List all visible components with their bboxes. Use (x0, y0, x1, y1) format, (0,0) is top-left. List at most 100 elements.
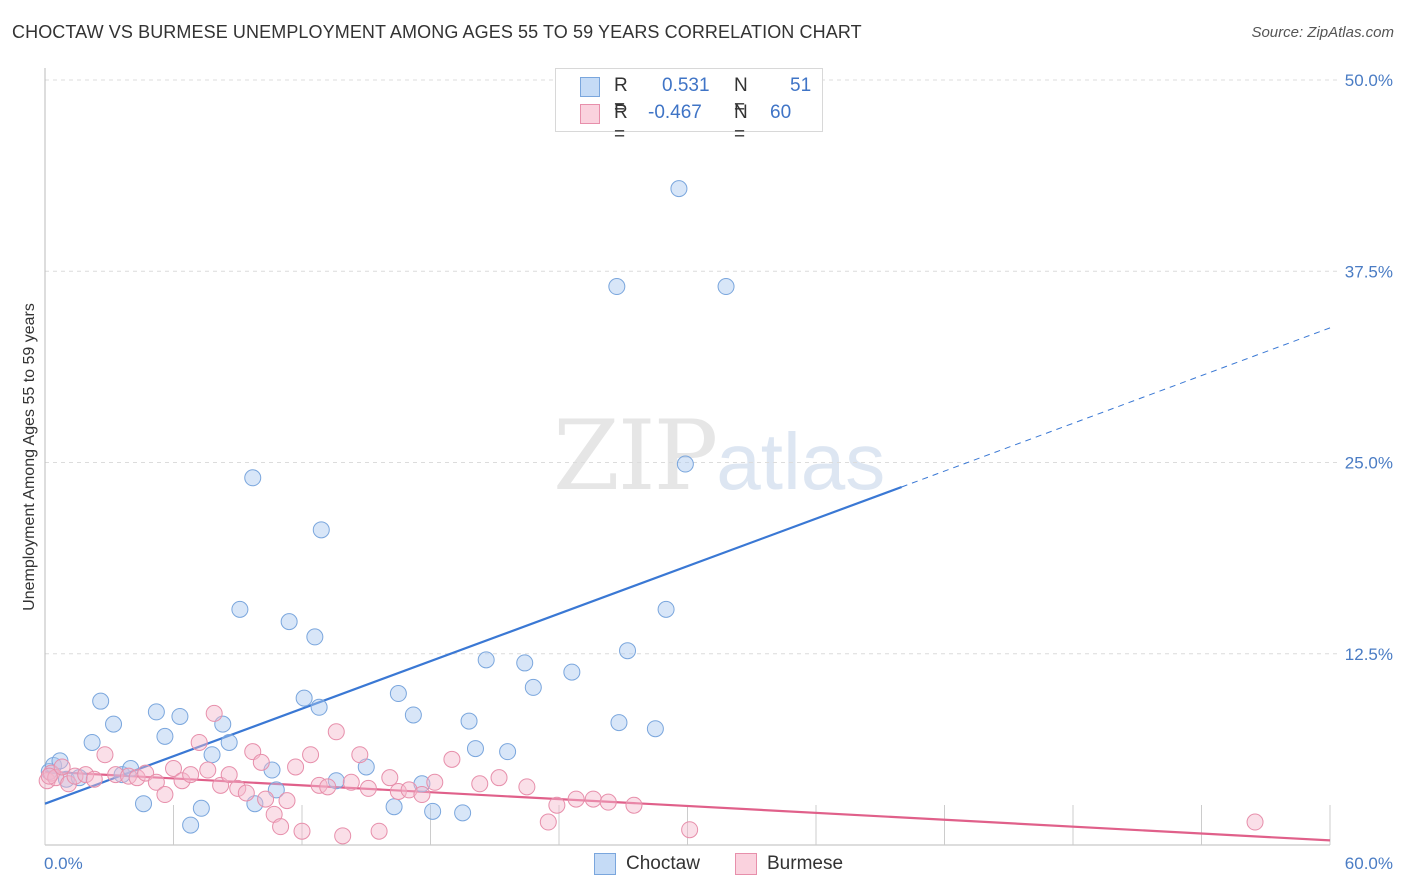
burmese-point (327, 723, 345, 741)
burmese-point (342, 773, 360, 791)
legend-n-label: N = (734, 75, 748, 118)
data-points (38, 180, 1264, 845)
choctaw-point (466, 740, 484, 758)
burmese-point (272, 818, 290, 836)
choctaw-point (83, 733, 101, 751)
choctaw-point (646, 720, 664, 738)
burmese-point (490, 769, 508, 787)
burmese-point (190, 733, 208, 751)
x-tick-label: 0.0% (44, 854, 83, 873)
burmese-point (426, 773, 444, 791)
choctaw-point (424, 802, 442, 820)
choctaw-point (135, 795, 153, 813)
burmese-point (370, 822, 388, 840)
watermark-atlas: atlas (716, 417, 886, 506)
choctaw-point (676, 455, 694, 473)
series-swatch-burmese (735, 853, 757, 875)
burmese-point (351, 746, 369, 764)
burmese-point (599, 793, 617, 811)
watermark-zip: ZIP (553, 400, 718, 512)
burmese-point (128, 769, 146, 787)
choctaw-trend-line (44, 485, 903, 805)
burmese-point (381, 769, 399, 787)
tick-labels: 12.5% 25.0% 37.5% 50.0% 0.0% 60.0% (44, 71, 1393, 873)
choctaw-point (670, 180, 688, 198)
choctaw-point (460, 712, 478, 730)
burmese-point (584, 790, 602, 808)
burmese-point (400, 781, 418, 799)
series-label-choctaw: Choctaw (626, 853, 700, 874)
burmese-point (359, 779, 377, 797)
legend-n-value: 51 (790, 75, 812, 96)
burmese-trend-line (44, 770, 1331, 842)
burmese-point (539, 813, 557, 831)
burmese-point (471, 775, 489, 793)
choctaw-trend-extension (901, 327, 1331, 488)
choctaw-point (516, 654, 534, 672)
burmese-point (147, 773, 165, 791)
series-legend-choctaw: Choctaw (594, 852, 724, 876)
y-tick-label: 50.0% (1345, 71, 1393, 90)
series-legend-burmese: Burmese (735, 852, 865, 876)
correlation-legend: R = 0.531 N = 51 R = -0.467 N = 60 (555, 68, 823, 145)
burmese-point (199, 761, 217, 779)
grid-lines (45, 79, 1340, 655)
burmese-point (518, 778, 536, 796)
choctaw-point (404, 706, 422, 724)
legend-r-label: R = (614, 75, 628, 118)
x-tick-label: 60.0% (1345, 854, 1393, 873)
choctaw-point (244, 469, 262, 487)
choctaw-point (385, 798, 403, 816)
y-tick-label: 37.5% (1345, 262, 1393, 281)
choctaw-point (92, 692, 110, 710)
legend-r-label: R = (614, 102, 628, 145)
y-tick-label: 25.0% (1345, 454, 1393, 473)
burmese-point (182, 766, 200, 784)
burmese-point (293, 822, 311, 840)
series-swatch-choctaw (594, 853, 616, 875)
choctaw-point (499, 743, 517, 761)
legend-n-value: 60 (770, 102, 792, 123)
legend-swatch-choctaw (580, 77, 600, 97)
burmese-point (220, 766, 238, 784)
burmese-point (85, 770, 103, 788)
choctaw-point (220, 733, 238, 751)
burmese-point (107, 766, 125, 784)
y-tick-label: 12.5% (1345, 645, 1393, 664)
burmese-point (625, 796, 643, 814)
burmese-point (278, 792, 296, 810)
source-note: Source: ZipAtlas.com (1251, 24, 1394, 41)
choctaw-point (203, 746, 221, 764)
choctaw-point (563, 663, 581, 681)
burmese-point (302, 746, 320, 764)
burmese-point (77, 766, 95, 784)
burmese-point (334, 827, 352, 845)
choctaw-point (231, 600, 249, 618)
legend-r-value: -0.467 (648, 102, 702, 123)
burmese-point (165, 760, 182, 777)
choctaw-point (610, 714, 628, 732)
choctaw-point (306, 628, 324, 646)
choctaw-point (477, 651, 495, 669)
burmese-point (205, 704, 223, 722)
burmese-point (252, 753, 270, 771)
choctaw-point (619, 642, 637, 660)
legend-r-value: 0.531 (662, 75, 710, 96)
burmese-point (1246, 813, 1264, 831)
burmese-point (173, 772, 191, 790)
legend-n-label: N = (734, 102, 748, 145)
axes (44, 68, 1331, 846)
trend-lines (44, 327, 1331, 842)
burmese-point (257, 790, 275, 808)
choctaw-point (312, 521, 330, 539)
choctaw-point (389, 685, 407, 703)
choctaw-point (171, 707, 189, 725)
burmese-point (40, 767, 58, 785)
burmese-point (229, 779, 247, 797)
choctaw-point (105, 715, 123, 733)
choctaw-point (182, 816, 200, 834)
legend-swatch-burmese (580, 104, 600, 124)
choctaw-point (310, 698, 328, 716)
burmese-point (319, 778, 337, 796)
